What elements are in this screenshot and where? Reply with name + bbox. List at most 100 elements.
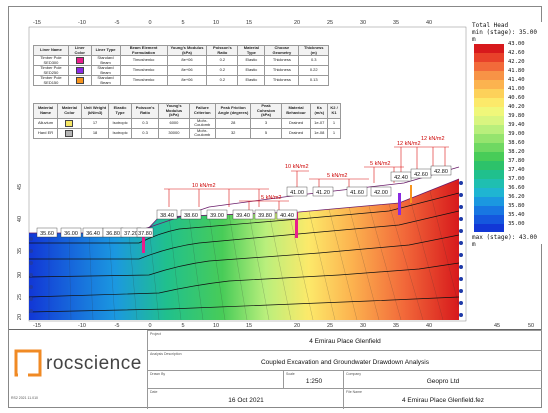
table-cell: Timoshenko [119,75,168,86]
table-cell: 0.22 [298,65,329,76]
x-tick: -5 [115,323,120,329]
table-cell: 8e+06 [166,55,208,66]
table-cell: Timoshenko [119,55,168,66]
head-label: 42.00 [374,190,388,196]
color-cell [57,127,82,139]
table-row: Alluvium 17 Isotropic 0.3 6000 Mohr-Coul… [32,117,341,129]
timber-pole [410,185,412,203]
boundary-markers [29,181,463,317]
title-block: rocscience RS2 2021 11.010 Project 4 Emi… [9,329,542,409]
legend-tick: 42.60 [508,50,525,56]
column-header: Beam Element Formulation [119,45,168,56]
legend-tick: 36.60 [508,185,525,191]
drawing-sheet: -15 -10 -5 0 5 10 15 20 25 30 35 40 45 5… [8,6,544,409]
x-tick: -15 [33,323,41,329]
head-label: 37.20 [124,231,138,237]
analysis-value: Coupled Excavation and Groundwater Drawd… [260,359,429,366]
table-cell: Elastic [237,55,266,66]
column-header: Liner Color [67,45,92,56]
table-row: Timber Pole SED150 Standard Beam Timoshe… [33,75,329,86]
table-row: Timber Pole SED300 Standard Beam Timoshe… [33,55,329,66]
x-tick: 0 [148,323,151,329]
scale-label: Scale [286,372,295,376]
legend-swatch [474,188,504,197]
legend-swatch [474,206,504,215]
legend-tick: 38.60 [508,140,525,146]
legend-swatch [474,215,504,224]
table-cell: Hard ER [32,127,59,139]
y-axis-ticks: 45 40 35 30 25 20 [17,184,23,320]
legend-swatch [474,80,504,89]
timber-pole [142,229,145,253]
software-version: RS2 2021 11.010 [11,396,38,400]
table-cell: Timber Pole SED150 [33,75,69,86]
x-tick: 35 [393,323,399,329]
load-label: 10 kN/m2 [192,183,216,189]
x-tick-top: 20 [294,20,300,26]
timber-pole [398,193,401,215]
column-header: K2 / K1 [327,103,341,119]
table-cell: Timber Pole SED250 [33,65,69,76]
column-header: Poisson's Ratio [130,103,160,119]
legend-tick: 36.20 [508,194,525,200]
color-swatch [75,57,84,64]
column-header: Unit Weight (kN/m3) [80,103,110,119]
date-label: Date [150,390,158,394]
y-tick: 45 [17,184,23,190]
table-cell: 6000 [158,117,190,129]
legend-tick: 37.00 [508,176,525,182]
column-header: Liner Name [33,45,69,56]
retaining-walls [142,185,412,253]
column-header: Failure Criterion [188,103,216,119]
contour-field [29,179,459,320]
x-tick-top: 40 [426,20,432,26]
table-row: Timber Pole SED250 Standard Beam Timoshe… [33,65,329,76]
table-cell: Thickness [264,55,300,66]
head-label: 42.60 [414,172,428,178]
color-swatch [65,129,74,137]
x-tick-top: 0 [148,20,151,26]
legend-tick: 39.00 [508,131,525,137]
table-cell: Timber Pole SED300 [33,55,69,66]
legend-title: Total Head [472,22,509,29]
table-cell: 1e-07 [310,117,329,129]
file-name-cell: File Name 4 Emirau Place Glenfield.fez [343,388,542,409]
x-tick-top: -5 [115,20,120,26]
legend-swatch [474,98,504,107]
x-tick-top: -10 [78,20,86,26]
company-cell: Company Geopro Ltd [343,370,542,389]
x-tick: 50 [528,323,534,329]
column-header: Material Type [237,45,266,56]
legend-swatch [474,89,504,98]
legend-swatch [474,134,504,143]
project-cell: Project 4 Emirau Place Glenfield [147,330,542,351]
color-cell [57,117,82,129]
project-label: Project [150,332,161,336]
x-tick-top: -15 [33,20,41,26]
y-tick: 20 [17,314,23,320]
x-tick-top: 5 [181,20,184,26]
legend-swatch [474,71,504,80]
table-cell: Mohr-Coulomb [188,127,216,139]
legend-swatch [474,143,504,152]
legend-swatch [474,170,504,179]
x-axis-ticks-top: -15 -10 -5 0 5 10 15 20 25 30 35 40 [33,20,432,26]
head-label: 42.40 [394,175,408,181]
table-cell: 1 [327,117,341,129]
file-name-value: 4 Emirau Place Glenfield.fez [401,397,484,404]
y-tick: 30 [17,272,23,278]
table-cell: 1e-08 [310,127,329,139]
table-cell: 18 [80,127,110,139]
table-cell: 8e+06 [166,75,208,86]
table-cell: 32 [214,127,252,139]
x-tick: 40 [426,323,432,329]
legend-tick: 35.00 [508,221,525,227]
x-tick-top: 15 [246,20,252,26]
column-header: Peak Friction Angle (degrees) [214,103,252,119]
head-label: 41.20 [316,190,330,196]
x-tick: 15 [246,323,252,329]
x-tick-top: 25 [327,20,333,26]
column-header: Thickness (m) [298,45,329,56]
color-swatch [75,67,84,74]
legend-swatch [474,224,504,232]
